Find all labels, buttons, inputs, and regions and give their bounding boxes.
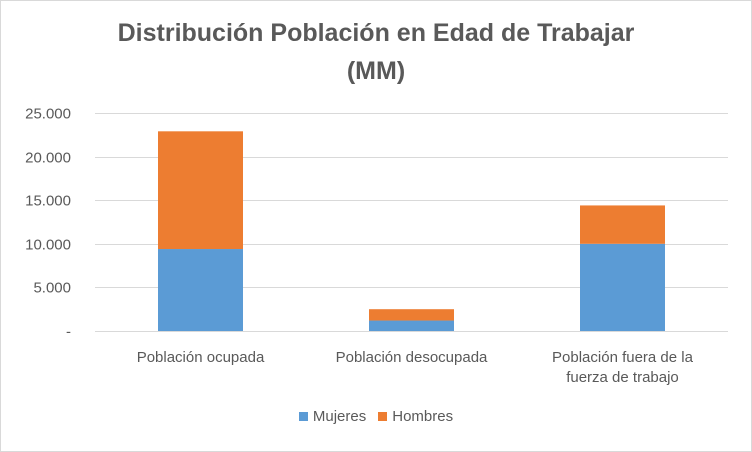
legend-label: Mujeres	[312, 408, 367, 425]
x-tick-label: Población fuera de la fuerza de trabajo	[552, 349, 694, 386]
bar-mujeres-1	[369, 320, 454, 331]
bar-mujeres-0	[158, 249, 243, 331]
legend: Mujeres Hombres	[0, 408, 752, 425]
bar-hombres-0	[158, 131, 243, 250]
bar-mujeres-2	[580, 243, 665, 331]
x-tick-label: Población desocupada	[336, 349, 488, 366]
y-tick-label: 20.000	[25, 150, 71, 167]
chart-title: Distribución Población en Edad de Trabaj…	[0, 14, 752, 90]
x-tick-label: Población ocupada	[137, 349, 265, 366]
y-tick-label: 5.000	[33, 280, 71, 297]
y-tick-label: 15.000	[25, 193, 71, 210]
legend-label: Hombres	[392, 408, 454, 425]
legend-swatch	[298, 412, 308, 421]
legend-item-hombres: Hombres	[378, 408, 453, 425]
y-tick-label: 10.000	[25, 237, 71, 254]
y-tick-label: -	[66, 324, 71, 341]
y-tick-label: 25.000	[25, 106, 71, 123]
chart-title-line-2: (MM)	[346, 57, 406, 85]
chart-title-line-1: Distribución Población en Edad de Trabaj…	[117, 19, 635, 47]
bar-hombres-1	[369, 309, 454, 321]
bar-hombres-2	[580, 205, 665, 244]
legend-item-mujeres: Mujeres	[298, 408, 367, 425]
legend-swatch	[378, 412, 388, 421]
